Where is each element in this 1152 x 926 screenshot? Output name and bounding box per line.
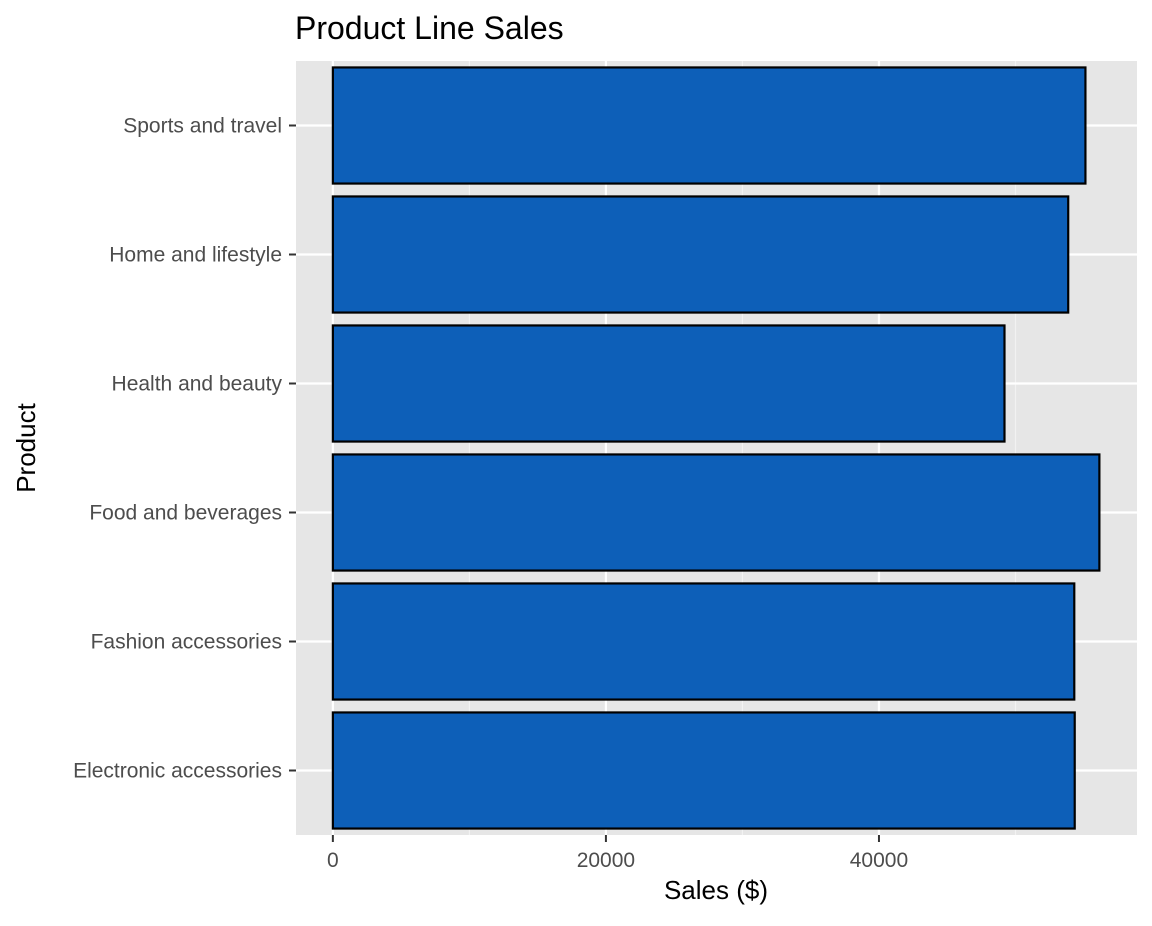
y-axis-title: Product xyxy=(11,402,41,492)
y-tick-label: Food and beverages xyxy=(89,502,282,525)
y-tick-label: Health and beauty xyxy=(112,373,283,396)
x-axis-title: Sales ($) xyxy=(664,875,768,905)
y-tick-label: Sports and travel xyxy=(123,115,282,138)
bar-fashion-accessories xyxy=(331,582,1076,701)
plot-panel xyxy=(296,61,1137,835)
bars xyxy=(331,66,1101,830)
bar-sports-and-travel xyxy=(331,66,1087,185)
x-tick-label: 0 xyxy=(327,849,339,872)
y-tick-label: Fashion accessories xyxy=(91,631,282,654)
y-tick-label: Home and lifestyle xyxy=(109,244,282,267)
x-axis: 0 20000 40000 xyxy=(327,835,908,872)
x-tick-label: 40000 xyxy=(850,849,908,872)
y-axis: Electronic accessories Fashion accessorie… xyxy=(73,115,296,783)
chart-title: Product Line Sales xyxy=(295,10,564,46)
y-tick-label: Electronic accessories xyxy=(73,760,282,783)
x-tick-label: 20000 xyxy=(577,849,635,872)
bar-home-and-lifestyle xyxy=(331,195,1070,314)
bar-electronic-accessories xyxy=(331,711,1076,830)
bar-health-and-beauty xyxy=(331,324,1006,443)
bar-food-and-beverages xyxy=(331,453,1101,572)
